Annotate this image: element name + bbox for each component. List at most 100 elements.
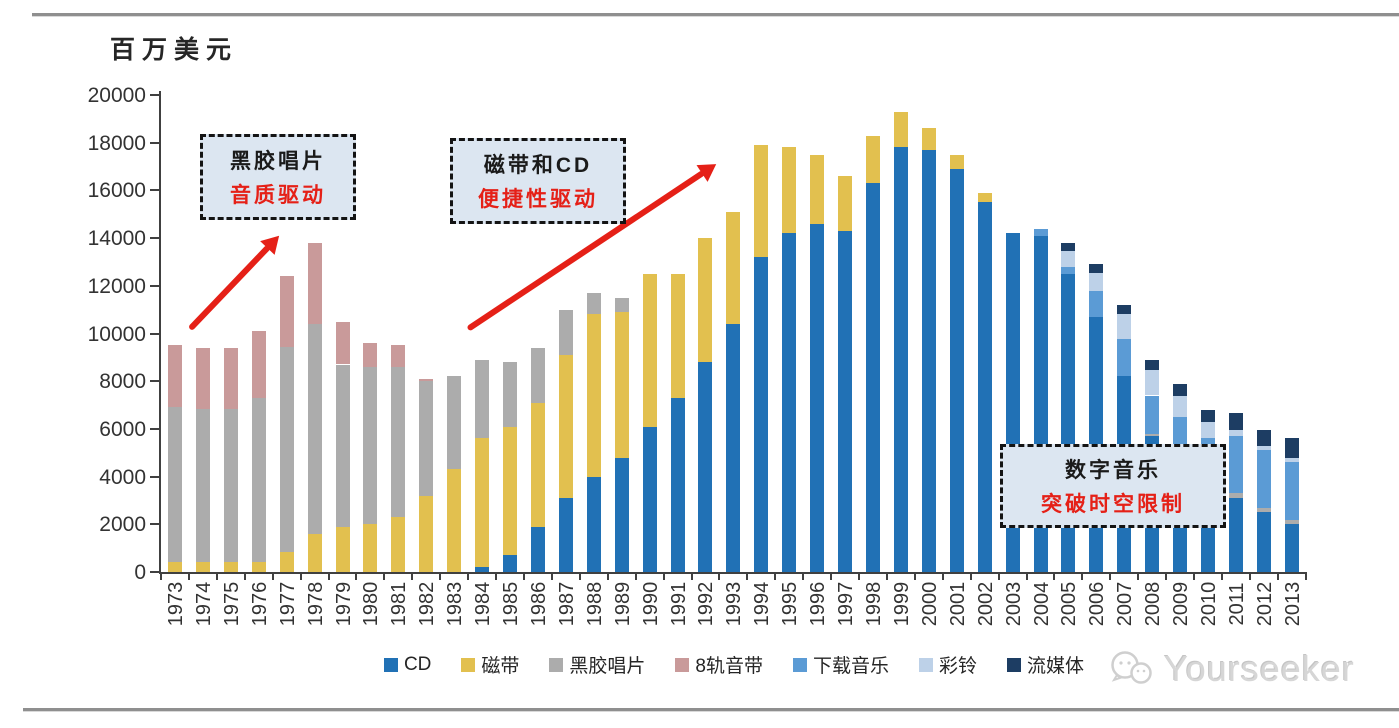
bar-1975-segment-8轨音带 [223, 347, 238, 409]
x-tick-20 [718, 573, 721, 580]
bar-2008-segment-彩铃 [1145, 370, 1160, 396]
y-tick-label-4000: 4000 [99, 465, 146, 489]
x-tick-38 [1221, 573, 1223, 580]
watermark: Yourseeker [1108, 648, 1355, 690]
bar-2000-segment-磁带 [921, 128, 936, 150]
bar-2012-segment-黑胶唱片 [1256, 507, 1271, 513]
bar-2009-segment-流媒体 [1173, 383, 1188, 396]
bar-2005-segment-流媒体 [1061, 242, 1076, 252]
bar-1976-segment-磁带 [251, 562, 266, 572]
x-tick-41 [1304, 573, 1307, 580]
x-label-1973: 1973 [165, 581, 187, 627]
legend-label-流媒体: 流媒体 [1027, 656, 1085, 677]
bar-2013-segment-流媒体 [1284, 438, 1299, 458]
bottom-rule [23, 708, 1399, 712]
bar-1986-segment-黑胶唱片 [530, 347, 545, 403]
y-tick-10000 [150, 332, 159, 335]
bar-1982-segment-磁带 [419, 495, 434, 572]
bar-2006-segment-彩铃 [1089, 272, 1104, 291]
bar-1990-segment-CD [642, 426, 657, 572]
bar-1984-segment-黑胶唱片 [475, 359, 490, 439]
bar-1998-segment-CD [866, 183, 880, 572]
legend-swatch-磁带 [461, 657, 476, 672]
bar-1981-segment-磁带 [391, 517, 406, 572]
x-label-1976: 1976 [248, 581, 271, 627]
bar-1997-segment-CD [838, 230, 853, 572]
bar-1987-segment-黑胶唱片 [558, 309, 573, 355]
y-tick-4000 [150, 475, 159, 478]
bar-2011-segment-下载音乐 [1228, 436, 1243, 494]
legend-label-磁带: 磁带 [481, 656, 520, 677]
bar-1979-segment-黑胶唱片 [335, 364, 350, 527]
x-label-1986: 1986 [527, 581, 550, 627]
y-tick-12000 [150, 284, 159, 287]
callout-title: 数字音乐 [1065, 459, 1161, 482]
x-label-2002: 2002 [974, 581, 997, 627]
legend-label-CD: CD [403, 653, 432, 675]
bar-1980-segment-8轨音带 [363, 343, 378, 367]
y-tick-label-0: 0 [134, 561, 146, 584]
legend-item-下载音乐: 下载音乐 [793, 651, 889, 678]
bar-1999-segment-磁带 [893, 111, 908, 148]
x-tick-14 [550, 573, 553, 580]
legend-label-黑胶唱片: 黑胶唱片 [569, 656, 646, 677]
bar-2011-segment-流媒体 [1228, 413, 1243, 431]
x-label-2009: 2009 [1170, 581, 1193, 627]
x-tick-25 [858, 573, 861, 580]
bar-1994-segment-磁带 [754, 145, 769, 258]
top-rule [32, 13, 1399, 17]
bar-1993-segment-CD [726, 323, 741, 572]
x-tick-16 [606, 573, 609, 580]
x-label-1984: 1984 [472, 581, 495, 627]
x-label-1975: 1975 [220, 581, 243, 627]
legend-label-彩铃: 彩铃 [939, 656, 978, 677]
bar-1977-segment-磁带 [279, 551, 294, 572]
callout-subtitle: 便捷性驱动 [478, 188, 598, 211]
x-tick-3 [243, 573, 246, 580]
bar-1988-segment-磁带 [586, 314, 601, 477]
bar-1997-segment-磁带 [838, 176, 853, 231]
bar-1979-segment-磁带 [335, 526, 350, 572]
x-label-1974: 1974 [192, 581, 215, 627]
bar-2012-segment-彩铃 [1256, 445, 1271, 451]
bar-2005-segment-彩铃 [1061, 251, 1076, 267]
legend-label-8轨音带: 8轨音带 [695, 656, 763, 677]
bar-1995-segment-磁带 [782, 147, 797, 234]
x-label-1996: 1996 [807, 581, 830, 627]
y-tick-label-6000: 6000 [99, 417, 146, 441]
callout-title: 黑胶唱片 [230, 150, 326, 173]
legend-item-彩铃: 彩铃 [919, 651, 977, 678]
bar-2008-segment-黑胶唱片 [1145, 433, 1160, 437]
watermark-text: Yourseeker [1164, 648, 1355, 689]
x-tick-5 [299, 573, 302, 580]
bar-1977-segment-黑胶唱片 [279, 346, 294, 552]
x-tick-15 [578, 573, 581, 580]
bar-1976-segment-黑胶唱片 [251, 397, 266, 563]
bar-1994-segment-CD [754, 257, 769, 572]
bar-1976-segment-8轨音带 [251, 331, 266, 398]
x-label-1998: 1998 [863, 581, 885, 627]
legend-swatch-CD [383, 657, 398, 672]
bar-1977-segment-8轨音带 [279, 276, 294, 347]
bar-2004-segment-下载音乐 [1033, 228, 1048, 236]
x-label-1999: 1999 [890, 581, 913, 627]
y-tick-6000 [150, 427, 159, 430]
bar-1989-segment-CD [614, 457, 629, 572]
y-tick-8000 [150, 380, 159, 383]
bar-2012-segment-CD [1256, 512, 1271, 572]
bar-1981-segment-8轨音带 [391, 345, 406, 367]
callout-subtitle: 突破时空限制 [1041, 493, 1185, 516]
x-label-2003: 2003 [1002, 581, 1025, 627]
x-label-2005: 2005 [1058, 581, 1081, 627]
bar-2005-segment-下载音乐 [1061, 266, 1076, 274]
bar-2011-segment-黑胶唱片 [1228, 493, 1243, 499]
x-tick-26 [885, 573, 888, 580]
x-tick-4 [271, 573, 274, 580]
x-tick-2 [215, 573, 218, 580]
bar-2012-segment-下载音乐 [1256, 450, 1271, 508]
bar-2010-segment-彩铃 [1201, 421, 1216, 439]
x-tick-12 [495, 573, 498, 580]
bar-1975-segment-黑胶唱片 [223, 408, 238, 563]
bar-1987-segment-CD [558, 498, 573, 572]
